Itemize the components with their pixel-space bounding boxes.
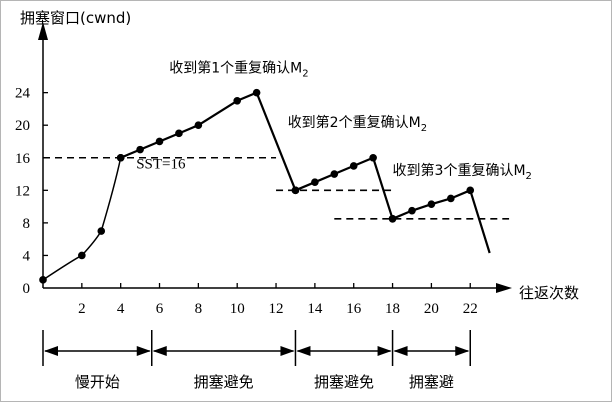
y-tick-label: 0	[23, 281, 31, 297]
data-point	[349, 162, 358, 170]
data-point	[97, 227, 106, 235]
data-point	[330, 170, 339, 178]
data-point	[447, 194, 455, 203]
dupack-annotation: 收到第3个重复确认M2	[393, 162, 532, 182]
dupack-annotation: 收到第1个重复确认M2	[169, 59, 308, 79]
y-tick-label: 4	[23, 248, 31, 264]
phase-label: 拥塞避免	[314, 373, 374, 391]
annotation-subscript: 2	[421, 123, 427, 134]
x-tick-label: 18	[385, 301, 400, 317]
data-point	[233, 96, 241, 105]
phase-label: 拥塞避	[409, 373, 454, 391]
annotation-subscript: 2	[526, 171, 532, 182]
y-ticks: 0 4 8 12 16 20 24	[15, 86, 48, 297]
data-point	[388, 215, 397, 223]
dupack-annotation: 收到第2个重复确认M2	[288, 114, 427, 134]
data-point	[194, 121, 203, 129]
ssthresh-annotation: SST=16	[136, 156, 186, 172]
phase-arrow-head	[280, 346, 295, 356]
phase-arrow-head	[296, 346, 311, 356]
x-tick-label: 8	[195, 301, 203, 317]
phase-arrow-head	[152, 346, 167, 356]
x-tick-label: 22	[463, 301, 478, 317]
annotation-subscript: 2	[302, 68, 308, 79]
x-axis-arrow	[496, 283, 512, 293]
x-tick-label: 6	[156, 301, 164, 317]
y-tick-label: 8	[23, 216, 31, 232]
data-point	[427, 200, 436, 208]
y-axis-label: 拥塞窗口(cwnd)	[20, 9, 131, 27]
series-line-slow-start	[42, 157, 122, 281]
series-lines	[42, 91, 491, 281]
series-line-avoid-3	[392, 189, 491, 254]
data-point	[466, 186, 475, 195]
data-point	[78, 251, 86, 260]
x-tick-label: 2	[78, 301, 86, 317]
y-axis-arrow	[38, 22, 48, 40]
phase-arrow-head	[455, 346, 470, 356]
data-point	[369, 153, 377, 162]
x-axis-label: 往返次数	[519, 284, 579, 302]
x-ticks: 2 4 6 8 10 12 14 16 18 20 22	[78, 283, 478, 317]
series-markers	[39, 88, 475, 284]
axes	[38, 22, 512, 293]
phase-arrow-head	[393, 346, 408, 356]
x-tick-label: 10	[230, 301, 245, 317]
data-point	[311, 178, 319, 186]
phase-label: 拥塞避免	[194, 373, 254, 391]
data-point	[155, 137, 164, 146]
x-tick-label: 14	[307, 301, 323, 317]
x-tick-label: 12	[269, 301, 284, 317]
phase-arrow-head	[136, 346, 151, 356]
x-tick-label: 4	[117, 301, 125, 317]
annotations: SST=16 收到第1个重复确认M2 收到第2个重复确认M2 收到第3个重复确认M2	[136, 59, 532, 182]
data-point	[291, 186, 300, 195]
x-tick-label: 16	[346, 301, 362, 317]
data-point	[408, 206, 416, 215]
data-point	[116, 153, 125, 162]
phase-arrow-head	[377, 346, 392, 356]
series-line-avoid-1	[120, 91, 297, 191]
y-tick-label: 20	[15, 118, 30, 134]
y-tick-label: 24	[15, 86, 31, 102]
data-point	[175, 129, 183, 138]
x-tick-label: 20	[424, 301, 439, 317]
data-point	[252, 88, 261, 97]
phase-arrow-head	[44, 346, 58, 356]
y-tick-label: 12	[15, 183, 30, 199]
phase-bar: 慢开始 拥塞避免 拥塞避免 拥塞避	[42, 330, 471, 391]
phase-label: 慢开始	[75, 373, 120, 391]
data-point	[136, 145, 144, 154]
series-line-avoid-2	[295, 156, 394, 220]
y-tick-label: 16	[15, 151, 31, 167]
